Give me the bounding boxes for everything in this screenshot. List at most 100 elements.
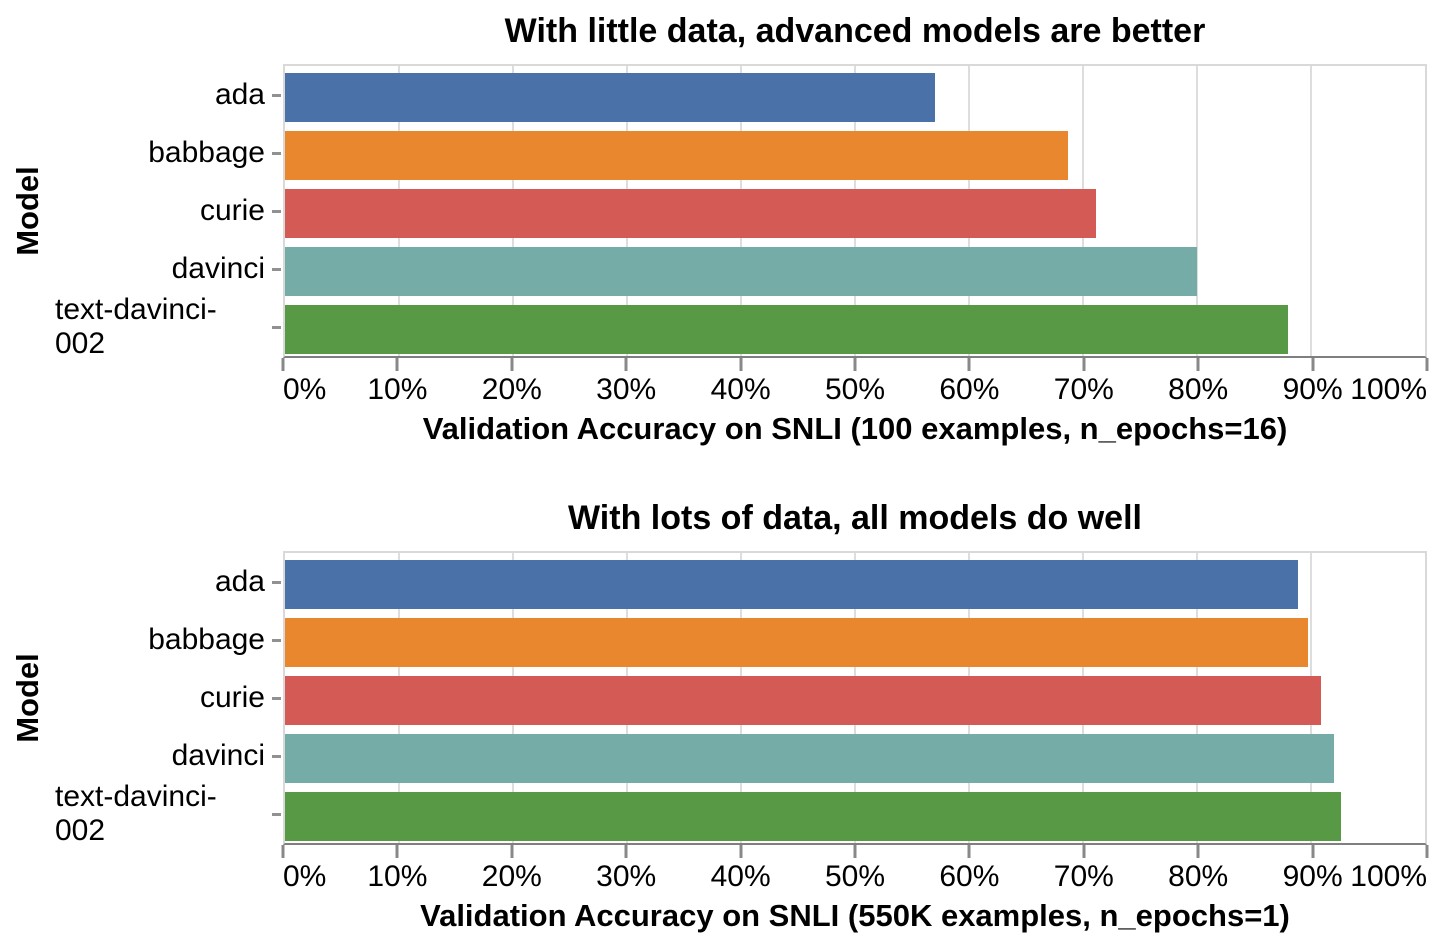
y-axis-title: Model [0, 551, 55, 845]
bar-row [285, 126, 1425, 184]
y-tick-label: davinci [171, 739, 265, 772]
bar-row [285, 68, 1425, 126]
y-tick-label: text-davinci-002 [55, 780, 217, 847]
x-tick-label: 30% [596, 860, 657, 893]
x-tick-mark [1425, 358, 1429, 371]
y-tick-ada: ada [55, 553, 283, 611]
y-tick-mark [272, 93, 281, 97]
y-tick-davinci: davinci [55, 240, 283, 298]
y-tick-labels: ada babbage curie davinci text-davinci-002 [55, 551, 283, 847]
bar-ada [285, 72, 935, 122]
x-tick-label: 60% [939, 373, 1000, 406]
plot-area [283, 551, 1427, 845]
x-tick-mark [739, 845, 743, 858]
x-tick-label: 70% [1053, 860, 1114, 893]
y-tick-label: ada [214, 565, 265, 598]
y-tick-davinci: davinci [55, 727, 283, 785]
bar-row [285, 729, 1425, 787]
chart-title: With little data, advanced models are be… [504, 12, 1206, 50]
x-tick-mark [281, 358, 285, 371]
x-tick-label: 30% [596, 373, 657, 406]
gridline [1310, 66, 1312, 356]
bar-row [285, 613, 1425, 671]
x-tick-label: 40% [710, 373, 771, 406]
x-tick-mark [395, 358, 399, 371]
x-tick-mark [281, 845, 285, 858]
x-tick-mark [1196, 358, 1200, 371]
y-tick-ada: ada [55, 66, 283, 124]
y-tick-curie: curie [55, 182, 283, 240]
x-tick-label: 80% [1168, 373, 1229, 406]
bar-davinci [285, 733, 1334, 783]
x-tick-mark [624, 845, 628, 858]
y-tick-label: ada [214, 78, 265, 111]
x-tick-mark [853, 845, 857, 858]
y-tick-labels: ada babbage curie davinci text-davinci-002 [55, 64, 283, 360]
bar-row [285, 300, 1425, 358]
y-tick-mark [272, 754, 281, 758]
plot-area [283, 64, 1427, 358]
bar-row [285, 671, 1425, 729]
x-tick-mark [967, 358, 971, 371]
bar-row [285, 787, 1425, 845]
x-tick-label: 90% [1282, 373, 1343, 406]
y-tick-mark [272, 580, 281, 584]
y-tick-mark [272, 638, 281, 642]
y-axis-title-text: Model [9, 166, 45, 256]
x-tick-mark [967, 845, 971, 858]
x-tick-label: 40% [710, 860, 771, 893]
y-tick-mark [272, 267, 281, 271]
x-tick-label: 100% [1350, 860, 1427, 893]
x-tick-label: 20% [481, 373, 542, 406]
y-tick-babbage: babbage [55, 124, 283, 182]
x-tick-mark [739, 358, 743, 371]
bar-babbage [285, 130, 1069, 180]
x-tick-mark [1082, 845, 1086, 858]
x-tick-label: 50% [824, 860, 886, 893]
x-tick-mark [1196, 845, 1200, 858]
x-tick-mark [1082, 358, 1086, 371]
x-tick-mark [1311, 845, 1315, 858]
x-axis-title: Validation Accuracy on SNLI (550K exampl… [420, 898, 1290, 933]
y-tick-label: curie [199, 681, 265, 714]
x-tick-label: 90% [1282, 860, 1343, 893]
y-tick-label: davinci [171, 252, 265, 285]
x-tick-label: 100% [1350, 373, 1427, 406]
y-tick-mark [272, 696, 281, 700]
chart-little-data: With little data, advanced models are be… [0, 4, 1429, 447]
bar-row [285, 184, 1425, 242]
bar-curie [285, 188, 1096, 238]
y-tick-text-davinci-002: text-davinci-002 [55, 293, 283, 360]
x-tick-label: 70% [1053, 373, 1114, 406]
bar-curie [285, 675, 1322, 725]
x-tick-mark [853, 358, 857, 371]
y-tick-babbage: babbage [55, 611, 283, 669]
x-axis-title: Validation Accuracy on SNLI (100 example… [422, 411, 1288, 446]
x-tick-label: 0% [283, 860, 327, 893]
y-tick-label: babbage [148, 623, 265, 656]
y-tick-text-davinci-002: text-davinci-002 [55, 780, 283, 847]
x-tick-mark [510, 358, 514, 371]
x-tick-label: 10% [367, 860, 428, 893]
bar-text-davinci-002 [285, 304, 1289, 354]
x-tick-mark [510, 845, 514, 858]
x-tick-label: 10% [367, 373, 428, 406]
x-tick-label: 0% [283, 373, 327, 406]
chart-lots-of-data: With lots of data, all models do well Mo… [0, 491, 1429, 934]
bar-row [285, 242, 1425, 300]
x-tick-mark [624, 358, 628, 371]
bar-text-davinci-002 [285, 791, 1341, 841]
x-axis: 0% 10% 20% 30% 40% 50% 60% 70% 80% 90% 100% [281, 358, 1429, 408]
y-axis-title: Model [0, 64, 55, 358]
y-tick-label: babbage [148, 136, 265, 169]
y-tick-label: curie [199, 194, 265, 227]
y-tick-mark [272, 151, 281, 155]
y-tick-curie: curie [55, 669, 283, 727]
bar-ada [285, 559, 1299, 609]
y-axis-title-text: Model [9, 653, 45, 743]
y-tick-mark [272, 812, 281, 816]
bar-davinci [285, 246, 1197, 296]
y-tick-mark [272, 209, 281, 213]
bar-babbage [285, 617, 1308, 667]
gridline [1196, 66, 1198, 356]
